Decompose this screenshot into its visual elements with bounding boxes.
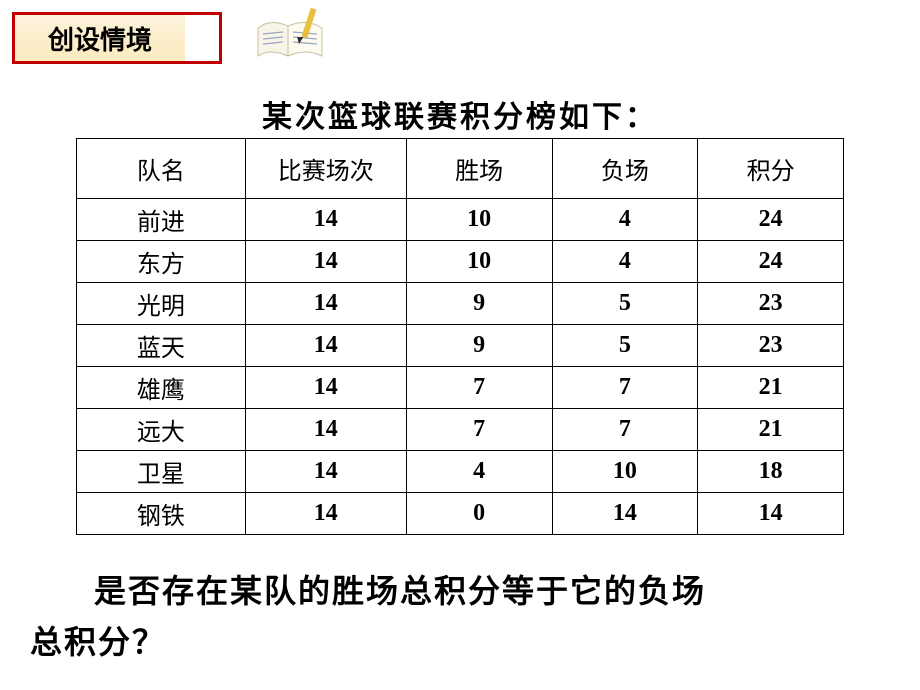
cell-losses: 10 xyxy=(552,451,698,493)
cell-games: 14 xyxy=(245,367,406,409)
cell-team: 钢铁 xyxy=(77,493,246,535)
table-row: 卫星1441018 xyxy=(77,451,844,493)
cell-wins: 7 xyxy=(406,367,552,409)
cell-points: 21 xyxy=(698,409,844,451)
cell-team: 蓝天 xyxy=(77,325,246,367)
cell-wins: 9 xyxy=(406,325,552,367)
table-header-cell: 比赛场次 xyxy=(245,139,406,199)
cell-wins: 7 xyxy=(406,409,552,451)
standings-table-container: 队名比赛场次胜场负场积分 前进1410424东方1410424光明149523蓝… xyxy=(76,138,844,535)
cell-team: 东方 xyxy=(77,241,246,283)
cell-wins: 9 xyxy=(406,283,552,325)
cell-wins: 4 xyxy=(406,451,552,493)
cell-losses: 5 xyxy=(552,283,698,325)
cell-points: 18 xyxy=(698,451,844,493)
table-header-cell: 队名 xyxy=(77,139,246,199)
cell-games: 14 xyxy=(245,409,406,451)
cell-games: 14 xyxy=(245,241,406,283)
cell-games: 14 xyxy=(245,451,406,493)
question-line-1: 是否存在某队的胜场总积分等于它的负场 xyxy=(94,573,706,609)
cell-wins: 10 xyxy=(406,199,552,241)
cell-wins: 10 xyxy=(406,241,552,283)
table-header-cell: 胜场 xyxy=(406,139,552,199)
table-row: 蓝天149523 xyxy=(77,325,844,367)
cell-wins: 0 xyxy=(406,493,552,535)
table-header-cell: 负场 xyxy=(552,139,698,199)
cell-games: 14 xyxy=(245,199,406,241)
open-book-icon xyxy=(250,6,330,66)
cell-points: 14 xyxy=(698,493,844,535)
table-header-cell: 积分 xyxy=(698,139,844,199)
cell-team: 前进 xyxy=(77,199,246,241)
cell-losses: 7 xyxy=(552,367,698,409)
cell-games: 14 xyxy=(245,493,406,535)
cell-points: 21 xyxy=(698,367,844,409)
cell-losses: 7 xyxy=(552,409,698,451)
table-row: 前进1410424 xyxy=(77,199,844,241)
table-row: 钢铁1401414 xyxy=(77,493,844,535)
cell-team: 远大 xyxy=(77,409,246,451)
cell-points: 24 xyxy=(698,241,844,283)
cell-losses: 14 xyxy=(552,493,698,535)
question-text: 是否存在某队的胜场总积分等于它的负场 总积分？ xyxy=(30,566,890,668)
table-row: 东方1410424 xyxy=(77,241,844,283)
table-body: 前进1410424东方1410424光明149523蓝天149523雄鹰1477… xyxy=(77,199,844,535)
cell-team: 光明 xyxy=(77,283,246,325)
cell-losses: 4 xyxy=(552,199,698,241)
table-row: 雄鹰147721 xyxy=(77,367,844,409)
cell-points: 24 xyxy=(698,199,844,241)
badge-stub xyxy=(197,15,219,61)
question-line-2: 总积分？ xyxy=(30,624,166,660)
cell-games: 14 xyxy=(245,283,406,325)
cell-team: 卫星 xyxy=(77,451,246,493)
table-header-row: 队名比赛场次胜场负场积分 xyxy=(77,139,844,199)
cell-points: 23 xyxy=(698,325,844,367)
context-badge-label: 创设情境 xyxy=(15,15,197,61)
cell-losses: 4 xyxy=(552,241,698,283)
cell-games: 14 xyxy=(245,325,406,367)
table-row: 光明149523 xyxy=(77,283,844,325)
slide-title: 某次篮球联赛积分榜如下： xyxy=(0,92,920,136)
cell-points: 23 xyxy=(698,283,844,325)
context-badge: 创设情境 xyxy=(12,12,222,64)
table-row: 远大147721 xyxy=(77,409,844,451)
standings-table: 队名比赛场次胜场负场积分 前进1410424东方1410424光明149523蓝… xyxy=(76,138,844,535)
cell-team: 雄鹰 xyxy=(77,367,246,409)
cell-losses: 5 xyxy=(552,325,698,367)
